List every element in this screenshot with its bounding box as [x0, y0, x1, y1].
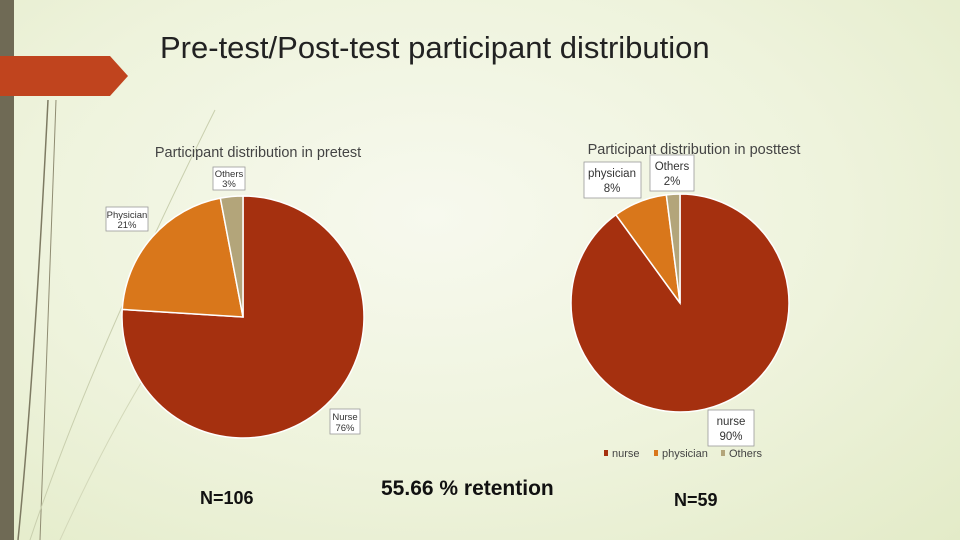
- legend-entry-physician: physician: [662, 448, 708, 460]
- posttest-n-label: N=59: [674, 490, 718, 510]
- pretest-n-label: N=106: [200, 488, 254, 508]
- posttest-label-physician-value: 8%: [604, 183, 621, 195]
- pretest-label-others: Others 3%: [212, 166, 246, 191]
- legend-swatch-others: [721, 450, 725, 456]
- legend-swatch-physician: [654, 450, 658, 456]
- legend-entry-others: Others: [729, 448, 763, 460]
- retention-label: 55.66 % retention: [381, 477, 554, 500]
- left-sidebar-bar: [0, 0, 14, 540]
- posttest-label-nurse: nurse 90%: [707, 409, 755, 447]
- posttest-slice-nurse: [570, 193, 790, 413]
- posttest-pie-chart: Participant distribution in posttest phy…: [570, 142, 801, 460]
- pretest-label-physician: Physician 21%: [105, 206, 149, 232]
- posttest-pie-slices: [570, 193, 790, 413]
- posttest-legend: nurse physician Others: [604, 448, 763, 460]
- pretest-label-physician-name: Physician: [107, 210, 148, 221]
- pretest-chart-title: Participant distribution in pretest: [155, 145, 361, 161]
- pretest-pie-chart: Participant distribution in pretest Othe…: [105, 145, 365, 439]
- pretest-label-nurse-name: Nurse: [332, 412, 357, 423]
- pretest-label-nurse-value: 76%: [335, 423, 355, 434]
- posttest-label-others-name: Others: [655, 161, 690, 173]
- pretest-slice-others: [219, 195, 244, 318]
- posttest-label-others-value: 2%: [664, 176, 681, 188]
- pretest-pie-slices: [121, 195, 365, 439]
- pretest-label-physician-value: 21%: [117, 220, 137, 231]
- slide-title: Pre-test/Post-test participant distribut…: [160, 30, 710, 65]
- posttest-slice-others: [665, 193, 681, 304]
- pretest-label-others-name: Others: [215, 169, 244, 180]
- pretest-label-others-value: 3%: [222, 179, 236, 190]
- posttest-label-nurse-name: nurse: [717, 416, 746, 428]
- pretest-slice-physician: [121, 197, 244, 318]
- legend-entry-nurse: nurse: [612, 448, 640, 460]
- posttest-label-physician-name: physician: [588, 168, 636, 180]
- posttest-chart-title: Participant distribution in posttest: [588, 142, 801, 158]
- posttest-label-others: Others 2%: [649, 154, 695, 192]
- posttest-label-physician: physician 8%: [583, 161, 642, 199]
- legend-swatch-nurse: [604, 450, 608, 456]
- accent-tab: [0, 56, 128, 96]
- pretest-label-nurse: Nurse 76%: [329, 408, 361, 435]
- posttest-label-nurse-value: 90%: [719, 431, 742, 443]
